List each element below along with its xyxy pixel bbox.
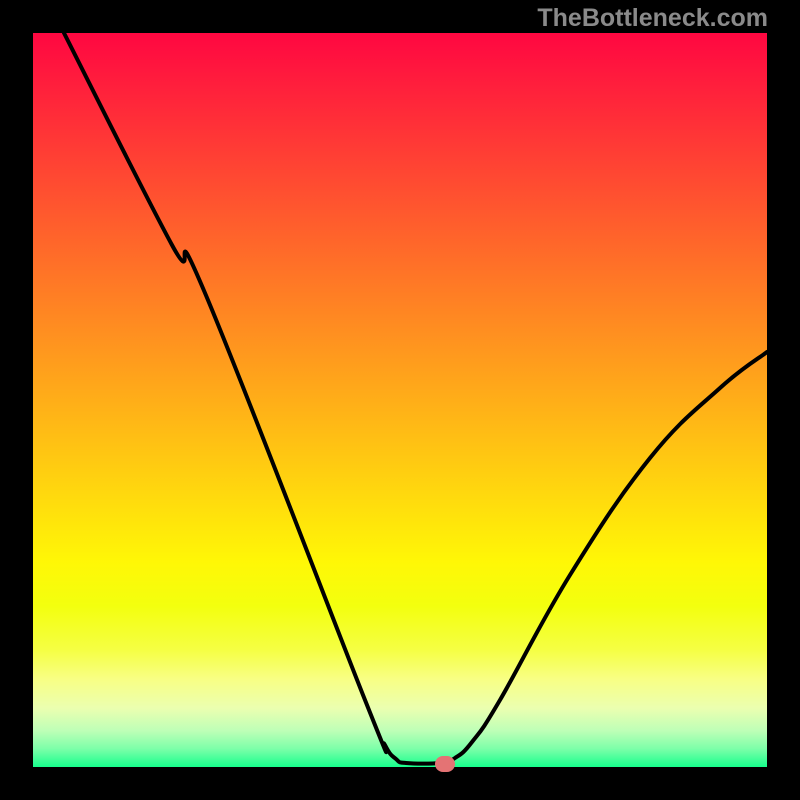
bottleneck-chart: TheBottleneck.com xyxy=(0,0,800,800)
optimum-marker xyxy=(435,756,455,772)
bottleneck-curve xyxy=(0,0,800,800)
watermark-label: TheBottleneck.com xyxy=(537,4,768,33)
bottleneck-curve-path xyxy=(64,33,767,764)
